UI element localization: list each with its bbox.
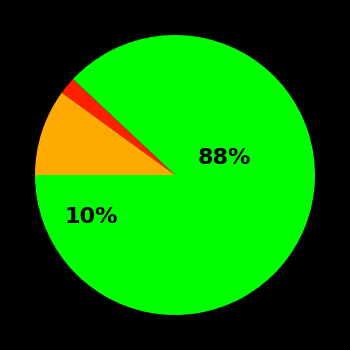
Wedge shape — [35, 35, 315, 315]
Text: 10%: 10% — [64, 207, 118, 227]
Text: 88%: 88% — [197, 148, 251, 168]
Wedge shape — [62, 79, 175, 175]
Wedge shape — [35, 93, 175, 175]
